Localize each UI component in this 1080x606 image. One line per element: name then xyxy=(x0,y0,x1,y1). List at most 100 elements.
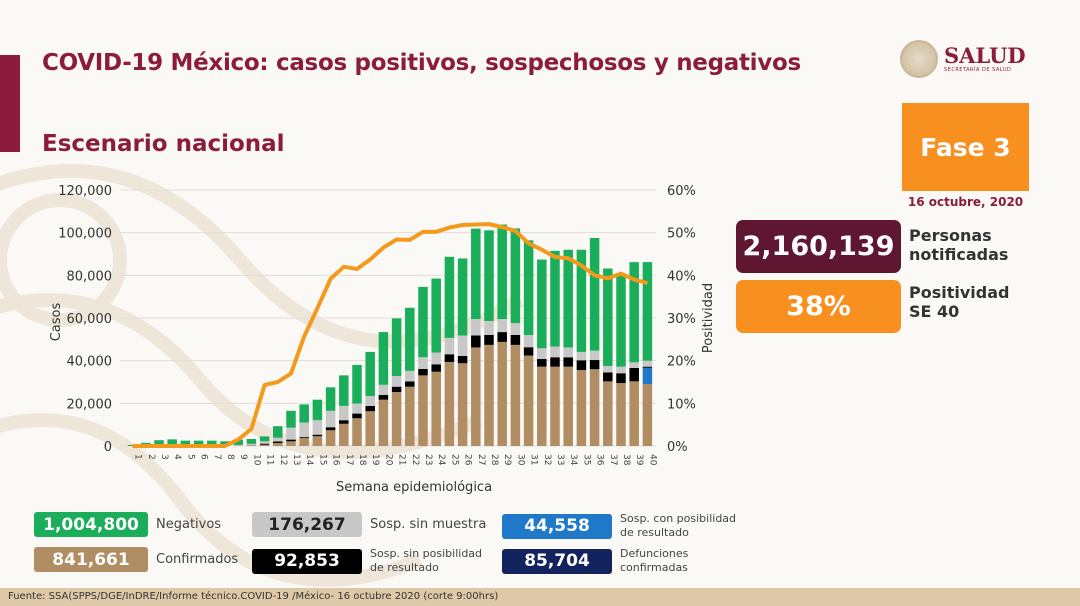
positivity-point xyxy=(514,230,516,232)
bar-segment xyxy=(629,381,639,446)
legend-sosp-sin-posibilidad: 92,853 Sosp. sin posibilidad de resultado xyxy=(252,547,482,575)
x-tick-label: 9 xyxy=(238,454,248,460)
legend-value: 841,661 xyxy=(34,547,148,572)
bar-segment xyxy=(391,376,402,387)
positivity-point xyxy=(237,439,239,441)
bar-segment xyxy=(537,366,547,446)
bar-segment xyxy=(523,355,534,446)
x-tick-label: 23 xyxy=(423,454,433,465)
bar-segment xyxy=(391,392,402,446)
bar-segment xyxy=(273,437,283,442)
bar-segment xyxy=(220,441,230,446)
bar-segment xyxy=(537,358,547,367)
positivity-point xyxy=(356,268,358,270)
bar-segment xyxy=(378,384,389,396)
bar-segment xyxy=(563,366,573,446)
bar-segment xyxy=(484,334,494,345)
bar-segment xyxy=(391,386,402,393)
positivity-point xyxy=(580,265,582,267)
positivity-point xyxy=(264,384,266,386)
logo-subtext: SECRETARÍA DE SALUD xyxy=(944,67,1012,73)
phase-badge: Fase 3 xyxy=(902,103,1029,191)
bar-segment xyxy=(497,319,507,333)
x-tick-label: 25 xyxy=(449,454,459,465)
positivity-point xyxy=(567,257,569,259)
bar-segment xyxy=(642,366,653,368)
bar-segment xyxy=(339,405,349,421)
x-tick-label: 12 xyxy=(278,454,288,465)
positivity-point xyxy=(646,282,648,284)
bar-segment xyxy=(167,439,177,446)
bar-segment xyxy=(312,399,323,421)
y2-tick-label: 50% xyxy=(667,227,696,242)
positivity-point xyxy=(290,372,292,374)
y-tick-label: 120,000 xyxy=(58,184,112,199)
page-title: COVID-19 México: casos positivos, sospec… xyxy=(42,50,801,76)
x-tick-label: 24 xyxy=(436,454,446,466)
bar-segment xyxy=(378,395,389,400)
x-tick-label: 35 xyxy=(581,454,591,465)
y2-tick-label: 20% xyxy=(667,355,696,370)
bar-segment xyxy=(497,341,507,446)
legend-value: 1,004,800 xyxy=(34,512,148,537)
bar-segment xyxy=(471,335,481,348)
legend-value: 44,558 xyxy=(502,513,612,539)
bar-segment xyxy=(471,319,481,336)
y2-tick-label: 40% xyxy=(667,269,696,284)
bar-segment xyxy=(537,259,547,349)
bar-segment xyxy=(431,352,441,365)
bar-segment xyxy=(550,250,560,347)
bar-segment xyxy=(259,443,270,445)
x-tick-label: 1 xyxy=(133,454,143,460)
bar-segment xyxy=(365,405,375,412)
x-tick-label: 2 xyxy=(146,454,156,460)
x-tick-label: 32 xyxy=(542,454,552,465)
salud-logo: SALUD SECRETARÍA DE SALUD xyxy=(900,40,1026,78)
title-accent-bar xyxy=(0,55,20,152)
kpi-positivity-label: Positividad SE 40 xyxy=(909,283,1009,321)
legend-sosp-sin-muestra: 176,267 Sosp. sin muestra xyxy=(252,512,486,537)
bar-segment xyxy=(299,437,309,446)
positivity-point xyxy=(475,224,477,226)
x-tick-label: 13 xyxy=(291,454,301,465)
positivity-point xyxy=(330,278,332,280)
bar-segment xyxy=(273,426,283,438)
kpi-label-line1: Positividad xyxy=(909,283,1010,302)
positivity-point xyxy=(316,307,318,309)
x-tick-label: 6 xyxy=(199,454,209,460)
bar-segment xyxy=(444,256,455,338)
bar-segment xyxy=(431,364,441,372)
bar-segment xyxy=(246,438,257,444)
bar-segment xyxy=(259,436,270,442)
bar-segment xyxy=(431,278,441,353)
y-tick-label: 80,000 xyxy=(67,269,113,284)
bar-segment xyxy=(286,410,296,428)
bar-segment xyxy=(589,350,600,361)
bar-segment xyxy=(484,320,494,335)
x-tick-label: 15 xyxy=(317,454,327,465)
bar-segment xyxy=(629,367,639,382)
bar-segment xyxy=(457,355,468,364)
legend-label: Sosp. sin posibilidad de resultado xyxy=(370,547,482,575)
kpi-notified-value: 2,160,139 xyxy=(736,220,901,273)
bar-segment xyxy=(629,262,639,363)
bar-segment xyxy=(642,360,653,367)
bar-segment xyxy=(325,430,336,446)
bar-segment xyxy=(457,335,468,356)
positivity-point xyxy=(554,256,556,258)
bar-segment xyxy=(510,344,521,446)
kpi-label-line2: SE 40 xyxy=(909,302,960,321)
x-tick-label: 36 xyxy=(595,454,605,466)
x-tick-label: 16 xyxy=(331,454,341,466)
bar-segment xyxy=(299,404,309,423)
x-tick-label: 10 xyxy=(251,454,261,466)
positivity-point xyxy=(396,238,398,240)
bar-segment xyxy=(405,307,415,371)
x-tick-label: 4 xyxy=(172,454,182,460)
positivity-point xyxy=(541,249,543,251)
bar-segment xyxy=(510,334,521,345)
bar-segment xyxy=(484,230,494,321)
legend-label-line2: confirmadas xyxy=(620,561,688,574)
legend-value: 176,267 xyxy=(252,512,362,537)
x-tick-label: 19 xyxy=(370,454,380,466)
